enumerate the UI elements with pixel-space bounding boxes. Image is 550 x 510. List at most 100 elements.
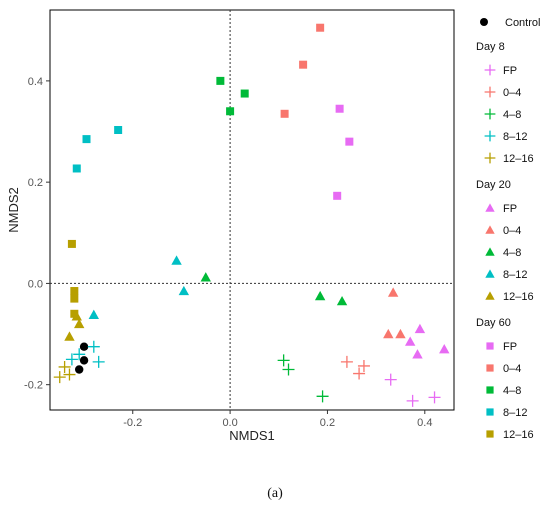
y-axis-ticks: -0.2 0.0 0.2 0.4 — [24, 76, 50, 392]
legend-item-label: 12–16 — [503, 153, 534, 165]
day8-4-8-point — [316, 390, 329, 403]
day8-0-4-point — [357, 359, 370, 372]
legend-key-triangle — [485, 203, 495, 212]
legend-key-square — [486, 342, 494, 350]
day8-12-16-point — [58, 360, 71, 373]
day8-4-8-point — [277, 354, 290, 367]
day60-4-8-point — [216, 76, 225, 85]
day8-8-12-point — [92, 355, 105, 368]
control-control-point — [75, 365, 84, 374]
day60-12-16-point — [70, 287, 79, 296]
day20-4-8-point — [314, 290, 326, 301]
legend-item-label: 4–8 — [503, 385, 521, 397]
legend-item-label: 0–4 — [503, 225, 521, 237]
day8-8-12-point — [73, 348, 86, 361]
day8-12-16-point — [53, 371, 66, 384]
plot-panel — [49, 9, 455, 411]
legend-group-title: Day 20 — [476, 179, 511, 191]
day20-4-8-point — [200, 272, 211, 282]
day8-8-12-point — [65, 353, 78, 366]
y-tick-label: 0.0 — [28, 278, 43, 290]
legend-key-plus — [484, 108, 496, 120]
legend-key-plus — [484, 86, 496, 98]
legend-item-label: FP — [503, 65, 517, 77]
y-tick-label: 0.2 — [28, 177, 43, 189]
legend-key-square — [486, 386, 494, 394]
day60-0-4-point — [280, 109, 289, 118]
day8-8-12-point — [87, 340, 100, 353]
control-control-point — [79, 342, 89, 351]
day20-8-12-point — [88, 309, 100, 319]
y-tick-label: 0.4 — [28, 76, 43, 88]
legend-item-label: 12–16 — [503, 429, 534, 441]
day8-FP-point — [428, 391, 441, 404]
legend-key-square — [486, 408, 494, 416]
day20-FP-point — [439, 344, 450, 354]
day20-0-4-point — [383, 328, 394, 339]
day8-4-8-point — [282, 363, 295, 376]
legend-key-plus — [484, 64, 496, 76]
day60-8-12-point — [82, 135, 91, 144]
legend-control-key — [480, 18, 488, 26]
day20-FP-point — [412, 349, 423, 359]
day20-8-12-point — [178, 285, 190, 296]
legend-control-label: Control — [505, 17, 540, 29]
day8-12-16-point — [63, 368, 76, 381]
legend-item-label: 8–12 — [503, 407, 527, 419]
legend-key-triangle — [485, 225, 495, 234]
reference-lines — [50, 10, 454, 410]
legend-item-label: FP — [503, 203, 517, 215]
day60-4-8-point — [226, 107, 235, 116]
day60-FP-point — [333, 191, 342, 200]
day60-8-12-point — [72, 164, 81, 173]
legend-item-label: 12–16 — [503, 291, 534, 303]
day20-0-4-point — [387, 287, 399, 297]
legend-key-square — [486, 364, 494, 372]
day60-12-16-point — [70, 294, 79, 303]
legend-key-plus — [484, 152, 496, 164]
day20-4-8-point — [336, 295, 348, 306]
x-tick-label: 0.4 — [417, 417, 432, 429]
day20-FP-point — [404, 336, 416, 346]
day60-8-12-point — [114, 126, 123, 134]
legend-group-title: Day 8 — [476, 41, 505, 53]
day60-4-8-point — [240, 89, 249, 98]
x-tick-label: -0.2 — [123, 417, 142, 429]
legend-item-label: 8–12 — [503, 131, 527, 143]
legend-item-label: 4–8 — [503, 247, 521, 259]
x-tick-label: 0.2 — [320, 417, 335, 429]
day60-FP-point — [335, 104, 344, 113]
day20-0-4-point — [395, 328, 406, 339]
data-points — [53, 23, 450, 407]
y-axis-title: NMDS2 — [6, 187, 21, 233]
figure-caption: (a) — [267, 486, 283, 501]
day8-FP-point — [406, 394, 419, 407]
day20-8-12-point — [171, 255, 182, 265]
legend-key-plus — [484, 130, 496, 142]
day60-FP-point — [345, 137, 354, 146]
day20-12-16-point — [64, 331, 75, 341]
x-axis-title: NMDS1 — [229, 428, 275, 443]
x-tick-label: 0.0 — [222, 417, 237, 429]
legend-item-label: FP — [503, 341, 517, 353]
legend-group-title: Day 60 — [476, 317, 511, 329]
legend-item-label: 0–4 — [503, 363, 521, 375]
day8-FP-point — [384, 373, 397, 386]
legend-item-label: 0–4 — [503, 87, 521, 99]
legend-key-triangle — [485, 247, 495, 256]
legend-key-square — [486, 430, 494, 438]
day60-12-16-point — [70, 309, 79, 318]
day8-0-4-point — [340, 355, 353, 368]
legend-key-triangle — [485, 269, 495, 278]
day20-FP-point — [414, 323, 426, 334]
legend-item-label: 4–8 — [503, 109, 521, 121]
day20-12-16-point — [74, 318, 85, 329]
day60-0-4-point — [299, 60, 308, 69]
day60-12-16-point — [67, 239, 76, 248]
day60-0-4-point — [316, 23, 325, 32]
y-tick-label: -0.2 — [24, 380, 43, 392]
x-axis-ticks: -0.2 0.0 0.2 0.4 — [123, 410, 432, 429]
day8-0-4-point — [353, 367, 366, 380]
